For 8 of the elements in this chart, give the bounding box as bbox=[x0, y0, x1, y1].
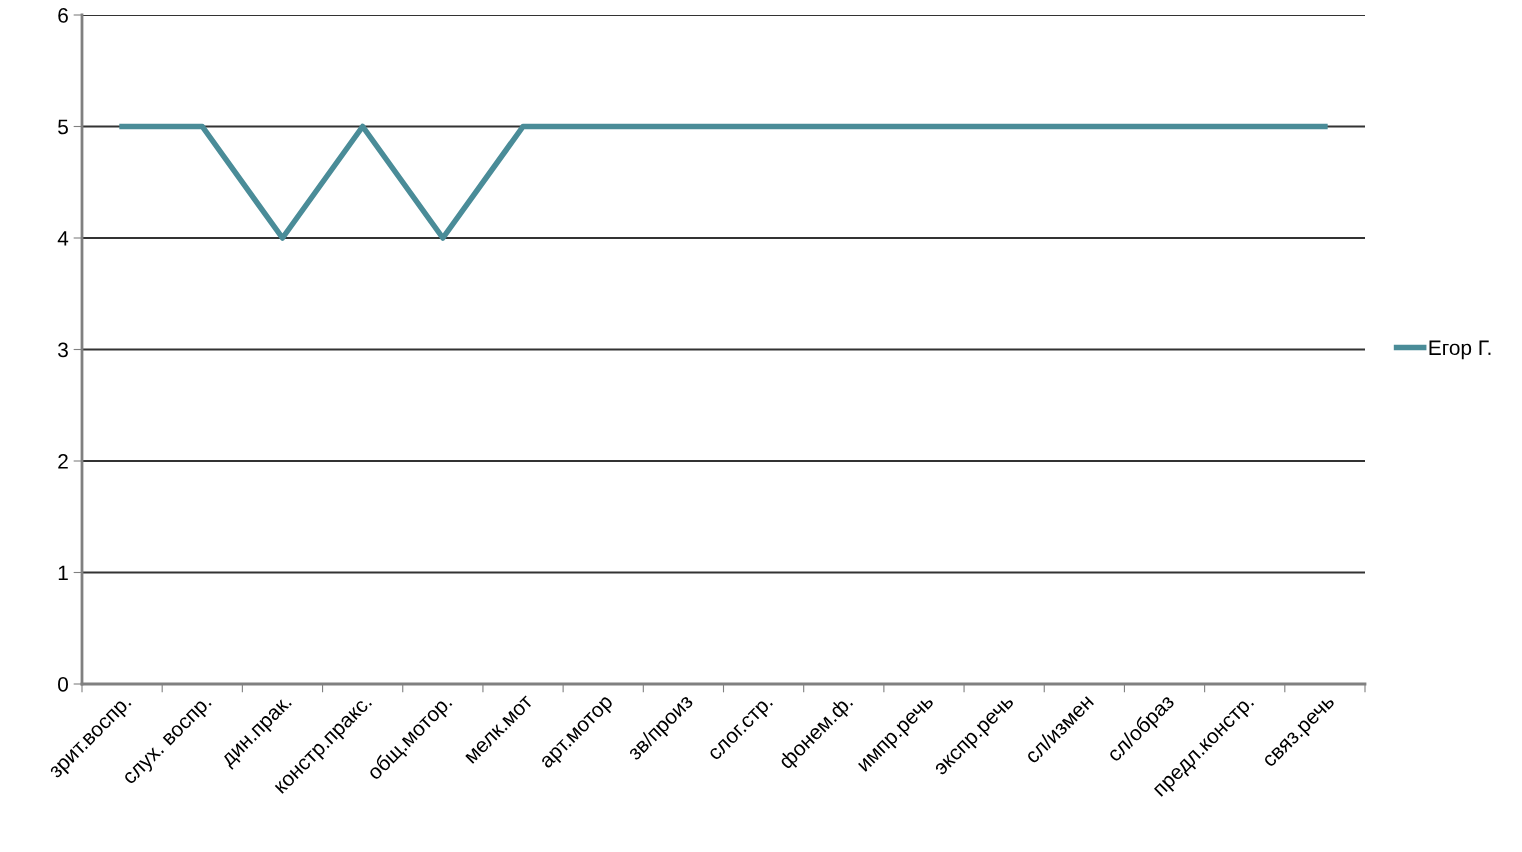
y-tick-label: 4 bbox=[57, 231, 69, 246]
y-tick-label: 5 bbox=[58, 119, 68, 135]
y-tick-label: 2 bbox=[58, 454, 68, 469]
y-tick-label: 0 bbox=[58, 677, 68, 692]
legend-label: Егор Г. bbox=[1429, 340, 1491, 360]
y-tick-label: 3 bbox=[58, 342, 68, 358]
y-tick-label: 1 bbox=[58, 565, 68, 581]
y-tick-label: 6 bbox=[58, 8, 68, 23]
